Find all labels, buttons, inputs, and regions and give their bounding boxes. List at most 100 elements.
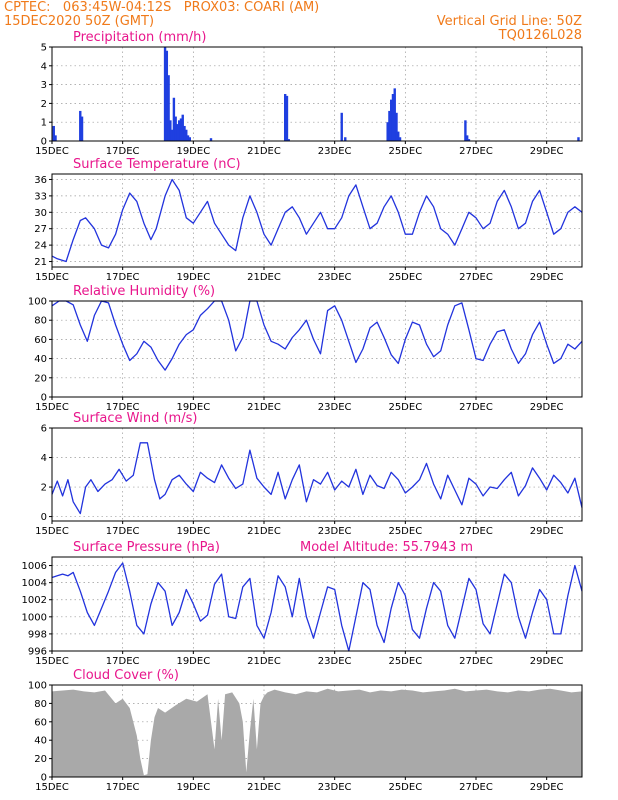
- precipitation-bar: [388, 110, 391, 141]
- precipitation-bar: [186, 135, 190, 141]
- precipitation-xtick-label: 27DEC: [459, 146, 493, 157]
- pressure-xtick-label: 15DEC: [35, 656, 69, 667]
- precipitation-bar: [393, 88, 396, 141]
- pressure-ytick-label: 1002: [22, 595, 47, 606]
- pressure-xtick-label: 21DEC: [247, 656, 281, 667]
- precipitation-bar: [80, 116, 84, 141]
- precipitation-bar: [465, 135, 469, 141]
- precipitation-bar: [179, 118, 183, 141]
- humidity-xtick-label: 23DEC: [318, 402, 352, 413]
- precipitation-xtick-label: 17DEC: [106, 146, 140, 157]
- temperature-xtick-label: 25DEC: [388, 272, 422, 283]
- temperature-ytick-label: 30: [34, 208, 47, 219]
- cloud-cover-area: [52, 688, 582, 777]
- precipitation-bar: [181, 114, 184, 141]
- humidity-xtick-label: 15DEC: [35, 402, 69, 413]
- cloud-cover-ytick-label: 0: [41, 773, 47, 784]
- precipitation-ytick-label: 5: [41, 43, 47, 54]
- pressure-ytick-label: 998: [28, 629, 47, 640]
- precipitation-bar: [386, 122, 389, 141]
- cloud-cover-xtick-label: 17DEC: [106, 782, 140, 793]
- cloud-cover-panel: Cloud Cover (%) 0 20 40 60 80 100 15DEC 17DEC 19D…: [28, 668, 583, 793]
- pressure-ytick-label: 1004: [22, 578, 47, 589]
- pressure-xtick-label: 25DEC: [388, 656, 422, 667]
- humidity-ytick-label: 20: [34, 373, 47, 384]
- temperature-ytick-label: 36: [34, 175, 47, 186]
- precipitation-bar: [287, 139, 290, 141]
- pressure-xtick-label: 27DEC: [459, 656, 493, 667]
- precipitation-bar: [165, 50, 169, 142]
- humidity-ytick-label: 40: [34, 354, 47, 365]
- precipitation-bar: [285, 95, 289, 141]
- precipitation-bar: [188, 137, 191, 141]
- precipitation-xtick-label: 15DEC: [35, 146, 69, 157]
- wind-xtick-label: 23DEC: [318, 526, 352, 537]
- precipitation-ytick-label: 0: [41, 137, 47, 148]
- precipitation-bar: [391, 94, 395, 141]
- humidity-ytick-label: 0: [41, 393, 47, 404]
- temperature-xtick-label: 17DEC: [106, 272, 140, 283]
- temperature-xtick-label: 23DEC: [318, 272, 352, 283]
- cloud-cover-xtick-label: 29DEC: [530, 782, 564, 793]
- wind-ytick-label: 6: [41, 424, 47, 435]
- humidity-xtick-label: 17DEC: [106, 402, 140, 413]
- precipitation-bar: [284, 94, 287, 141]
- pressure-xtick-label: 23DEC: [318, 656, 352, 667]
- cloud-cover-title: Cloud Cover (%): [73, 668, 179, 683]
- wind-ytick-label: 0: [41, 512, 47, 523]
- precipitation-bar: [174, 116, 177, 141]
- wind-line: [51, 442, 583, 515]
- pressure-xtick-label: 19DEC: [176, 656, 210, 667]
- precipitation-bar: [340, 112, 343, 141]
- precipitation-ytick-label: 3: [41, 80, 47, 91]
- precipitation-ytick-label: 1: [41, 118, 47, 129]
- wind-frame: [51, 427, 583, 522]
- precipitation-xtick-label: 25DEC: [388, 146, 422, 157]
- precipitation-bar: [209, 138, 213, 141]
- cloud-cover-xtick-label: 19DEC: [176, 782, 210, 793]
- temperature-xtick-label: 29DEC: [530, 272, 564, 283]
- precipitation-ytick-label: 4: [41, 61, 47, 72]
- cloud-cover-xtick-label: 21DEC: [247, 782, 281, 793]
- precipitation-frame: [51, 46, 583, 142]
- cloud-cover-ytick-label: 20: [34, 754, 47, 765]
- pressure-ytick-label: 1006: [22, 561, 47, 572]
- precipitation-bar: [185, 129, 188, 141]
- wind-xtick-label: 15DEC: [35, 526, 69, 537]
- precipitation-bar: [176, 124, 179, 141]
- humidity-ytick-label: 60: [34, 335, 47, 346]
- wind-xtick-label: 17DEC: [106, 526, 140, 537]
- cloud-cover-xtick-label: 27DEC: [459, 782, 493, 793]
- temperature-ytick-label: 24: [34, 241, 47, 252]
- humidity-ytick-label: 80: [34, 316, 47, 327]
- precipitation-bar: [395, 112, 398, 141]
- precipitation-bar: [54, 135, 57, 141]
- precipitation-panel: Precipitation (mm/h) 0 1 2 3 4 5 15DEC 17DEC 19DE…: [35, 30, 583, 157]
- precipitation-title: Precipitation (mm/h): [73, 30, 206, 45]
- precipitation-bar: [167, 75, 170, 141]
- wind-ytick-label: 4: [41, 453, 47, 464]
- precipitation-bar: [183, 125, 186, 141]
- pressure-annotation: Model Altitude: 55.7943 m: [300, 540, 473, 555]
- cloud-cover-xtick-label: 23DEC: [318, 782, 352, 793]
- temperature-frame: [51, 173, 583, 268]
- precipitation-xtick-label: 19DEC: [176, 146, 210, 157]
- precipitation-bar: [344, 137, 347, 141]
- wind-ytick-label: 2: [41, 483, 47, 494]
- pressure-xtick-label: 29DEC: [530, 656, 564, 667]
- wind-xtick-label: 21DEC: [247, 526, 281, 537]
- precipitation-bar: [163, 47, 167, 141]
- temperature-ytick-label: 33: [34, 191, 47, 202]
- cloud-cover-ytick-label: 60: [34, 717, 47, 728]
- humidity-line: [51, 300, 583, 371]
- cloud-cover-ytick-label: 40: [34, 736, 47, 747]
- precipitation-xtick-label: 21DEC: [247, 146, 281, 157]
- wind-xtick-label: 27DEC: [459, 526, 493, 537]
- precipitation-bar: [398, 137, 402, 141]
- pressure-xtick-label: 17DEC: [106, 656, 140, 667]
- cloud-cover-xtick-label: 25DEC: [388, 782, 422, 793]
- pressure-ytick-label: 1000: [22, 612, 47, 623]
- cloud-cover-ytick-label: 100: [28, 681, 47, 692]
- header-model-id: TQ0126L028: [498, 28, 582, 43]
- precipitation-bar: [397, 131, 400, 141]
